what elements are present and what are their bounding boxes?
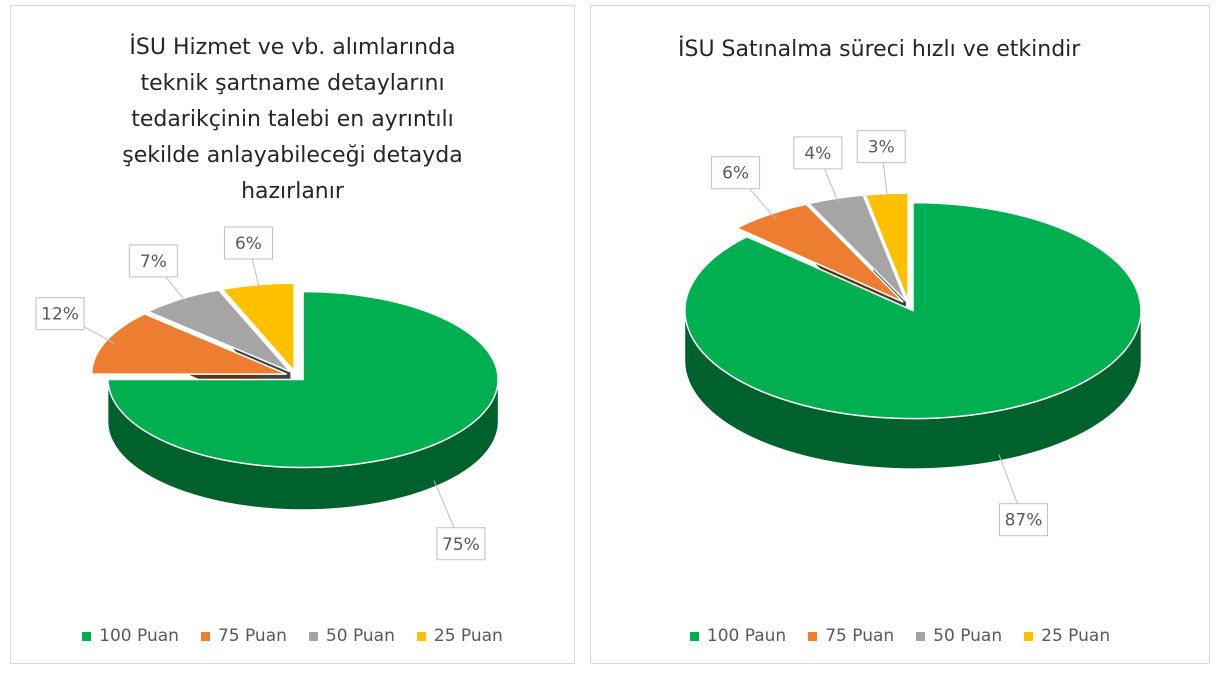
pie-slice xyxy=(107,290,499,469)
pie-chart: 75% 12% 7% 6% xyxy=(35,226,499,561)
legend-label: 25 Puan xyxy=(433,626,503,646)
pie-chart: 87% 6% 4% 3% xyxy=(684,130,1142,537)
legend-item: 50 Puan xyxy=(916,626,1002,646)
chart-title: İSU Hizmet ve vb. alımlarında teknik şar… xyxy=(122,35,463,204)
data-label-box xyxy=(793,136,843,170)
data-label: 87% xyxy=(1005,511,1043,531)
legend-label: 50 Puan xyxy=(325,626,395,646)
pie-slice xyxy=(90,313,287,375)
legend-swatch xyxy=(1024,631,1034,641)
data-label-box xyxy=(999,503,1049,537)
legend: 100 Puan 75 Puan 50 Puan 25 Puan xyxy=(11,626,574,646)
pie-slice xyxy=(735,203,904,303)
data-label-box xyxy=(856,130,906,164)
legend-label: 25 Puan xyxy=(1041,626,1111,646)
chart-title: İSU Satınalma süreci hızlı ve etkindir xyxy=(678,37,1081,62)
legend-item: 75 Puan xyxy=(808,626,894,646)
data-label: 4% xyxy=(804,144,831,164)
legend-item: 25 Puan xyxy=(416,626,503,646)
legend-item: 50 Puan xyxy=(308,626,395,646)
legend-swatch xyxy=(916,631,926,641)
chart-panel: 87% 6% 4% 3% İSU Satınalma süreci hızlı ve … xyxy=(590,5,1210,664)
legend-swatch xyxy=(689,631,699,641)
data-label: 6% xyxy=(722,164,749,184)
data-label: 75% xyxy=(442,535,480,555)
legend-label: 50 Puan xyxy=(933,626,1003,646)
legend-swatch xyxy=(308,631,318,641)
data-label: 12% xyxy=(41,305,79,325)
legend: 100 Paun 75 Puan 50 Puan 25 Puan xyxy=(591,626,1209,646)
legend-item: 100 Paun xyxy=(689,626,787,646)
pie-slice xyxy=(220,282,295,374)
legend-swatch xyxy=(416,631,426,641)
chart-panel: 75% 12% 7% 6% İSU Hizmet ve vb. alımlarında… xyxy=(10,5,575,664)
legend-item: 100 Puan xyxy=(82,626,179,646)
legend-swatch xyxy=(82,631,92,641)
legend-label: 100 Paun xyxy=(706,626,787,646)
data-label-box xyxy=(436,527,486,561)
data-label: 7% xyxy=(140,252,167,272)
legend-item: 75 Puan xyxy=(200,626,287,646)
data-label-box xyxy=(711,156,761,190)
legend-label: 75 Puan xyxy=(825,626,895,646)
pie-slice xyxy=(807,194,907,302)
pie-slice xyxy=(684,201,1142,420)
legend-swatch xyxy=(200,631,210,641)
legend-label: 75 Puan xyxy=(217,626,287,646)
pie-slice xyxy=(146,289,291,373)
data-label-box xyxy=(35,297,85,331)
legend-label: 100 Puan xyxy=(99,626,179,646)
data-label-box xyxy=(128,244,178,278)
legend-item: 25 Puan xyxy=(1024,626,1110,646)
legend-swatch xyxy=(808,631,818,641)
data-label: 6% xyxy=(235,234,262,254)
data-label-box xyxy=(223,226,273,260)
data-label: 3% xyxy=(868,138,895,158)
